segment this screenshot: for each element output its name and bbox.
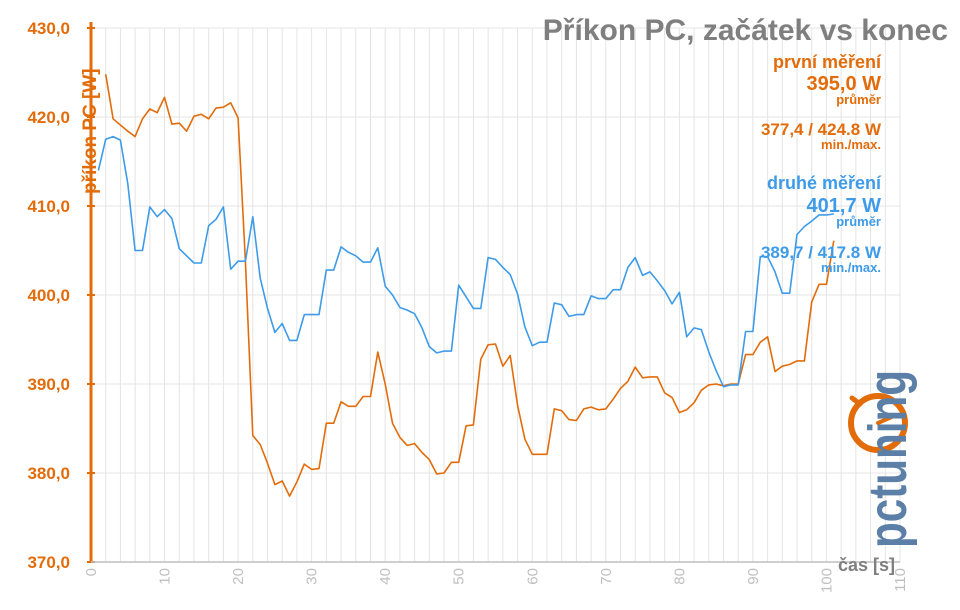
- y-tick-label: 400,0: [27, 286, 70, 305]
- pctuning-logo: pctuning: [848, 370, 918, 548]
- x-axis-label: čas [s]: [838, 555, 895, 575]
- x-tick-label: 70: [598, 568, 615, 585]
- grid: [91, 27, 901, 562]
- y-tick-label: 410,0: [27, 197, 70, 216]
- series-1-avg: 395,0 W: [807, 73, 882, 95]
- series-1-minmax-label: min./max.: [821, 137, 881, 152]
- x-tick-label: 110: [892, 568, 909, 592]
- x-tick-labels: 0 10 20 30 40 50 60 70 80 90 100 110: [83, 568, 909, 593]
- series-2-avg-label: průměr: [836, 214, 881, 229]
- series-1-avg-label: průměr: [836, 92, 881, 107]
- logo-text: pctuning: [858, 370, 918, 548]
- x-tick-label: 0: [83, 568, 100, 576]
- x-tick-label: 100: [818, 568, 835, 593]
- y-tick-label: 370,0: [27, 553, 70, 572]
- series-2-minmax-label: min./max.: [821, 260, 881, 275]
- y-tick-label: 380,0: [27, 464, 70, 483]
- x-tick-label: 20: [230, 568, 247, 585]
- legend-series-1: první měření 395,0 W průměr 377,4 / 424.…: [761, 52, 882, 152]
- series-2-name: druhé měření: [767, 173, 882, 193]
- y-tick-label: 390,0: [27, 375, 70, 394]
- series-line-2: [97, 135, 834, 388]
- y-tick-label: 420,0: [27, 108, 70, 127]
- chart-title: Příkon PC, začátek vs konec: [543, 14, 948, 47]
- y-tick-labels: 370,0 380,0 390,0 400,0 410,0 420,0 430,0: [27, 19, 95, 572]
- series-1-name: první měření: [773, 52, 882, 72]
- y-axis-label: příkon PC [W]: [80, 68, 101, 194]
- series-2-avg: 401,7 W: [807, 195, 882, 217]
- series-1-minmax: 377,4 / 424.8 W: [761, 120, 882, 139]
- x-tick-label: 80: [671, 568, 688, 585]
- legend-series-2: druhé měření 401,7 W průměr 389,7 / 417.…: [761, 173, 882, 275]
- series-2-minmax: 389,7 / 417.8 W: [761, 243, 882, 262]
- x-tick-label: 10: [157, 568, 174, 585]
- x-tick-label: 30: [304, 568, 321, 585]
- x-tick-label: 90: [745, 568, 762, 585]
- x-tick-label: 50: [451, 568, 468, 585]
- x-tick-label: 60: [524, 568, 541, 585]
- x-tick-label: 40: [377, 568, 394, 585]
- y-tick-label: 430,0: [27, 19, 70, 38]
- series-line-1: [104, 74, 835, 497]
- stopwatch-icon: [848, 393, 908, 453]
- series-lines: [97, 74, 835, 497]
